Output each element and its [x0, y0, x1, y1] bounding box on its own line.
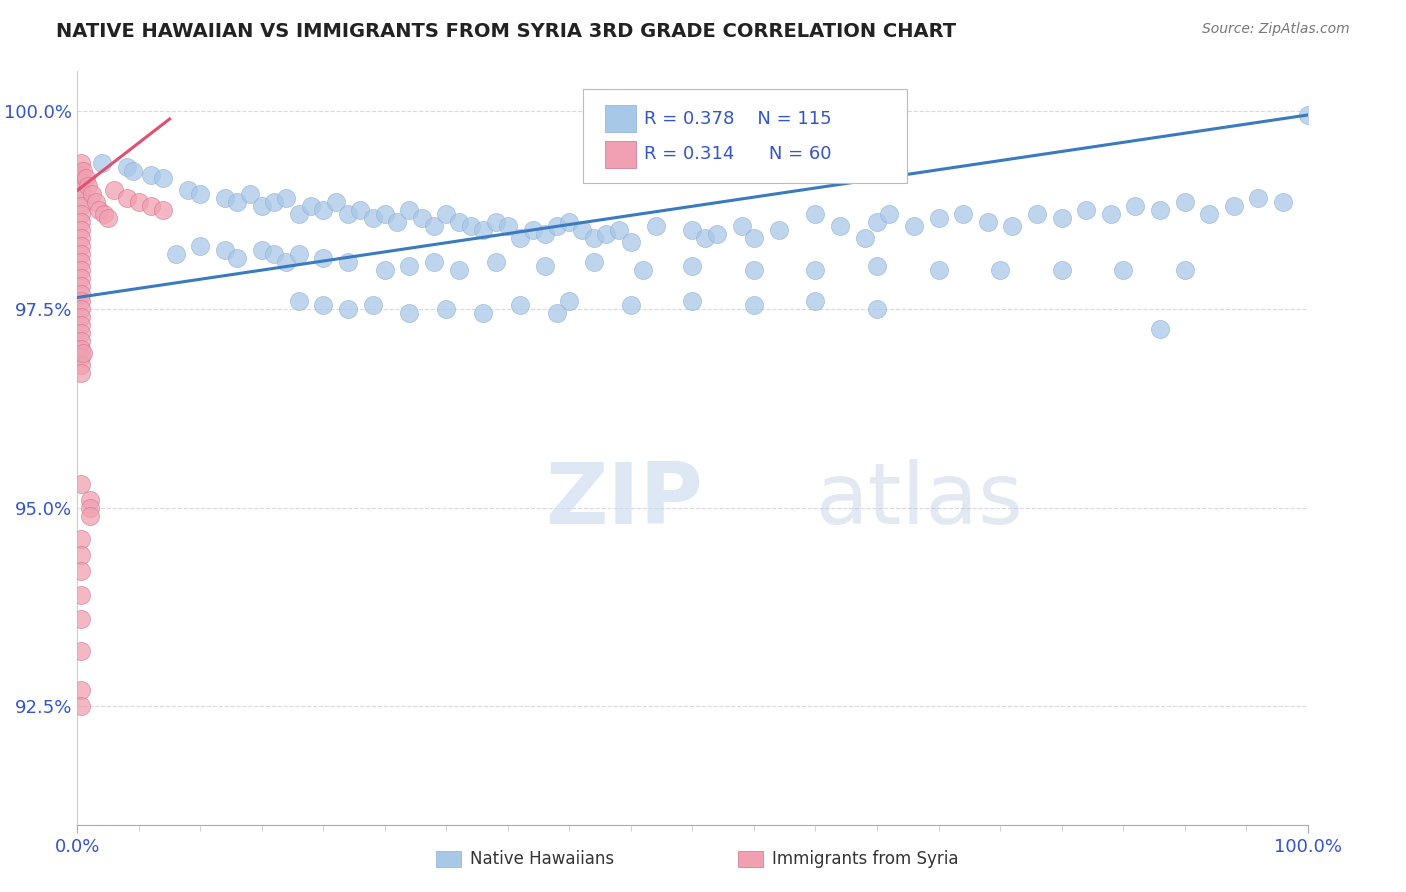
Text: Native Hawaiians: Native Hawaiians	[470, 850, 614, 868]
Text: NATIVE HAWAIIAN VS IMMIGRANTS FROM SYRIA 3RD GRADE CORRELATION CHART: NATIVE HAWAIIAN VS IMMIGRANTS FROM SYRIA…	[56, 22, 956, 41]
Text: R = 0.378    N = 115: R = 0.378 N = 115	[644, 110, 831, 128]
Text: R = 0.314      N = 60: R = 0.314 N = 60	[644, 145, 831, 163]
Text: Source: ZipAtlas.com: Source: ZipAtlas.com	[1202, 22, 1350, 37]
Text: ZIP: ZIP	[546, 459, 703, 542]
Text: Immigrants from Syria: Immigrants from Syria	[772, 850, 959, 868]
Text: atlas: atlas	[815, 459, 1024, 542]
